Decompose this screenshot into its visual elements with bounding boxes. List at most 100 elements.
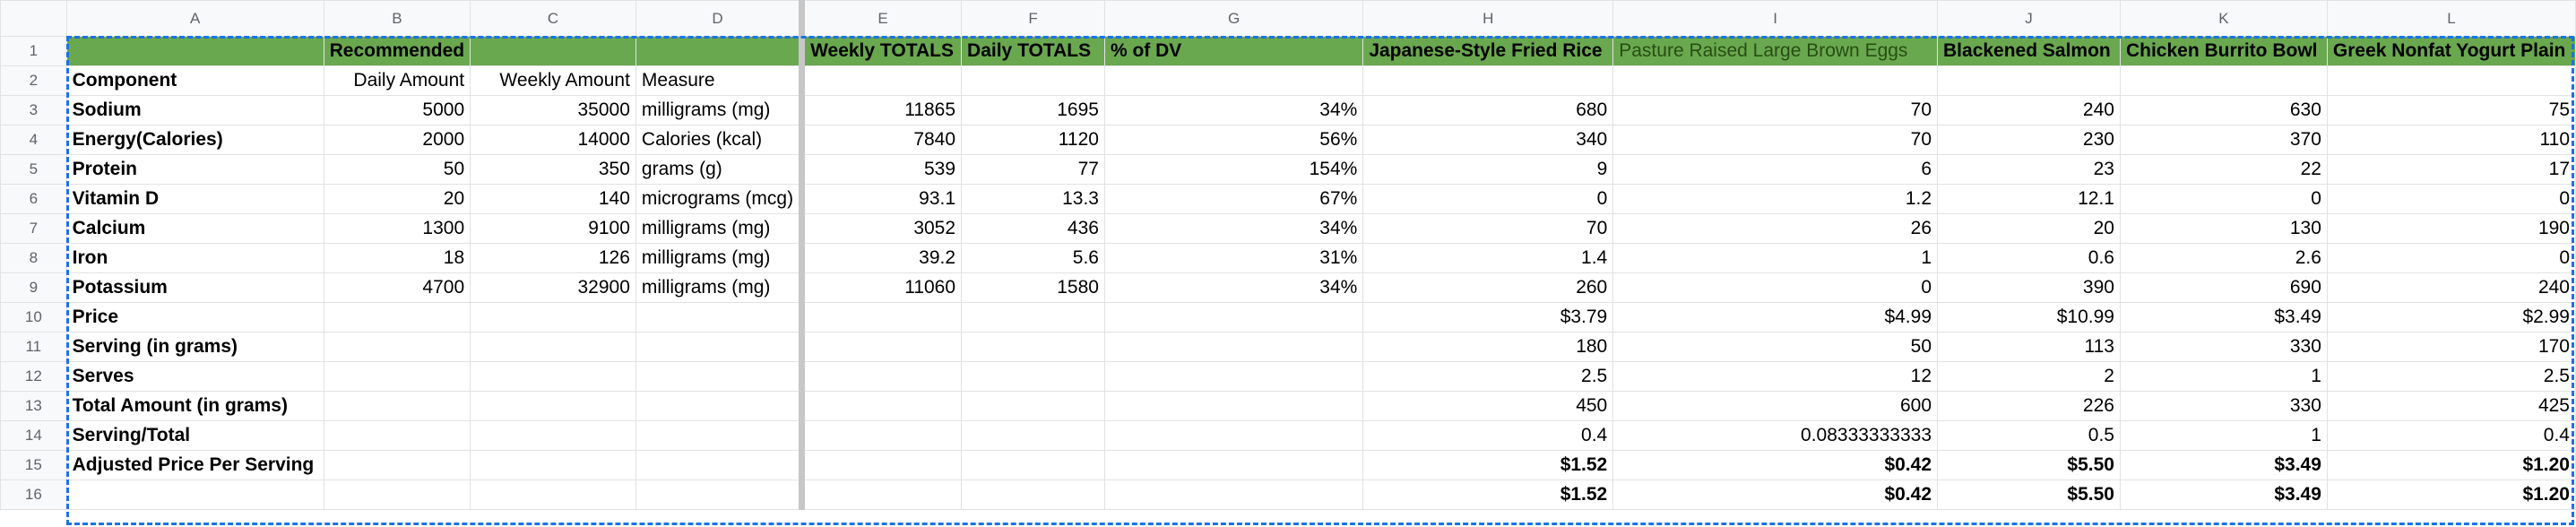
- cell-g9[interactable]: 34%: [1103, 272, 1364, 303]
- cell-f1[interactable]: Daily TOTALS: [961, 36, 1105, 66]
- cell-h10[interactable]: $3.79: [1362, 302, 1614, 333]
- cell-k1[interactable]: Chicken Burrito Bowl: [2119, 36, 2328, 66]
- cell-h2[interactable]: [1362, 65, 1614, 96]
- cell-i4[interactable]: 70: [1612, 125, 1939, 155]
- cell-e16[interactable]: [801, 479, 963, 510]
- cell-d9[interactable]: milligrams (mg): [635, 272, 806, 303]
- cell-d14[interactable]: [635, 420, 806, 451]
- cell-d10[interactable]: [635, 302, 806, 333]
- cell-g13[interactable]: [1103, 391, 1364, 421]
- cell-b4[interactable]: 2000: [323, 125, 471, 155]
- cell-k3[interactable]: 630: [2119, 95, 2328, 125]
- cell-j14[interactable]: 0.5: [1937, 420, 2121, 451]
- cell-g2[interactable]: [1103, 65, 1364, 96]
- cell-l14[interactable]: 0.4: [2326, 420, 2576, 451]
- cell-b16[interactable]: [323, 479, 471, 510]
- cell-k12[interactable]: 1: [2119, 361, 2328, 392]
- row-header-7[interactable]: 7: [0, 213, 67, 244]
- cell-e7[interactable]: 3052: [801, 213, 963, 244]
- cell-c8[interactable]: 126: [470, 243, 636, 273]
- row-header-11[interactable]: 11: [0, 332, 67, 362]
- column-header-j[interactable]: J: [1937, 0, 2121, 37]
- cell-f10[interactable]: [961, 302, 1105, 333]
- cell-e13[interactable]: [801, 391, 963, 421]
- cell-f6[interactable]: 13.3: [961, 184, 1105, 214]
- cell-b10[interactable]: [323, 302, 471, 333]
- cell-a12[interactable]: Serves: [65, 361, 324, 392]
- cell-a3[interactable]: Sodium: [65, 95, 324, 125]
- cell-b13[interactable]: [323, 391, 471, 421]
- cell-g8[interactable]: 31%: [1103, 243, 1364, 273]
- column-header-g[interactable]: G: [1103, 0, 1364, 37]
- cell-j3[interactable]: 240: [1937, 95, 2121, 125]
- row-header-10[interactable]: 10: [0, 302, 67, 333]
- cell-d5[interactable]: grams (g): [635, 154, 806, 185]
- row-header-16[interactable]: 16: [0, 479, 67, 510]
- cell-j16[interactable]: $5.50: [1937, 479, 2121, 510]
- cell-a1[interactable]: [65, 36, 324, 66]
- cell-k10[interactable]: $3.49: [2119, 302, 2328, 333]
- cell-e6[interactable]: 93.1: [801, 184, 963, 214]
- row-header-3[interactable]: 3: [0, 95, 67, 125]
- cell-d6[interactable]: micrograms (mcg): [635, 184, 806, 214]
- cell-f8[interactable]: 5.6: [961, 243, 1105, 273]
- cell-b8[interactable]: 18: [323, 243, 471, 273]
- cell-h14[interactable]: 0.4: [1362, 420, 1614, 451]
- cell-d16[interactable]: [635, 479, 806, 510]
- cell-l16[interactable]: $1.20: [2326, 479, 2576, 510]
- cell-d7[interactable]: milligrams (mg): [635, 213, 806, 244]
- cell-e5[interactable]: 539: [801, 154, 963, 185]
- row-header-13[interactable]: 13: [0, 391, 67, 421]
- cell-g1[interactable]: % of DV: [1103, 36, 1364, 66]
- column-header-l[interactable]: L: [2326, 0, 2576, 37]
- column-header-d[interactable]: D: [635, 0, 806, 37]
- cell-b12[interactable]: [323, 361, 471, 392]
- cell-e11[interactable]: [801, 332, 963, 362]
- cell-c16[interactable]: [470, 479, 636, 510]
- cell-j13[interactable]: 226: [1937, 391, 2121, 421]
- cell-c3[interactable]: 35000: [470, 95, 636, 125]
- cell-e1[interactable]: Weekly TOTALS: [801, 36, 963, 66]
- cell-c9[interactable]: 32900: [470, 272, 636, 303]
- cell-a2[interactable]: Component: [65, 65, 324, 96]
- cell-d1[interactable]: [635, 36, 806, 66]
- cell-l7[interactable]: 190: [2326, 213, 2576, 244]
- cell-l11[interactable]: 170: [2326, 332, 2576, 362]
- cell-e15[interactable]: [801, 450, 963, 480]
- cell-b3[interactable]: 5000: [323, 95, 471, 125]
- cell-g3[interactable]: 34%: [1103, 95, 1364, 125]
- cell-c1[interactable]: [470, 36, 636, 66]
- cell-f2[interactable]: [961, 65, 1105, 96]
- cell-a15[interactable]: Adjusted Price Per Serving: [65, 450, 324, 480]
- cell-a16[interactable]: [65, 479, 324, 510]
- cell-c15[interactable]: [470, 450, 636, 480]
- cell-g16[interactable]: [1103, 479, 1364, 510]
- cell-g5[interactable]: 154%: [1103, 154, 1364, 185]
- cell-g15[interactable]: [1103, 450, 1364, 480]
- row-header-8[interactable]: 8: [0, 243, 67, 273]
- column-header-k[interactable]: K: [2119, 0, 2328, 37]
- cell-i2[interactable]: [1612, 65, 1939, 96]
- cell-i13[interactable]: 600: [1612, 391, 1939, 421]
- cell-a4[interactable]: Energy(Calories): [65, 125, 324, 155]
- row-header-12[interactable]: 12: [0, 361, 67, 392]
- cell-c7[interactable]: 9100: [470, 213, 636, 244]
- cell-b15[interactable]: [323, 450, 471, 480]
- cell-l8[interactable]: 0: [2326, 243, 2576, 273]
- cell-d4[interactable]: Calories (kcal): [635, 125, 806, 155]
- cell-k4[interactable]: 370: [2119, 125, 2328, 155]
- cell-g7[interactable]: 34%: [1103, 213, 1364, 244]
- cell-e2[interactable]: [801, 65, 963, 96]
- cell-f14[interactable]: [961, 420, 1105, 451]
- cell-i5[interactable]: 6: [1612, 154, 1939, 185]
- cell-a8[interactable]: Iron: [65, 243, 324, 273]
- cell-g4[interactable]: 56%: [1103, 125, 1364, 155]
- cell-a10[interactable]: Price: [65, 302, 324, 333]
- cell-j4[interactable]: 230: [1937, 125, 2121, 155]
- cell-b5[interactable]: 50: [323, 154, 471, 185]
- cell-f3[interactable]: 1695: [961, 95, 1105, 125]
- cell-i6[interactable]: 1.2: [1612, 184, 1939, 214]
- cell-j6[interactable]: 12.1: [1937, 184, 2121, 214]
- cell-j5[interactable]: 23: [1937, 154, 2121, 185]
- cell-a7[interactable]: Calcium: [65, 213, 324, 244]
